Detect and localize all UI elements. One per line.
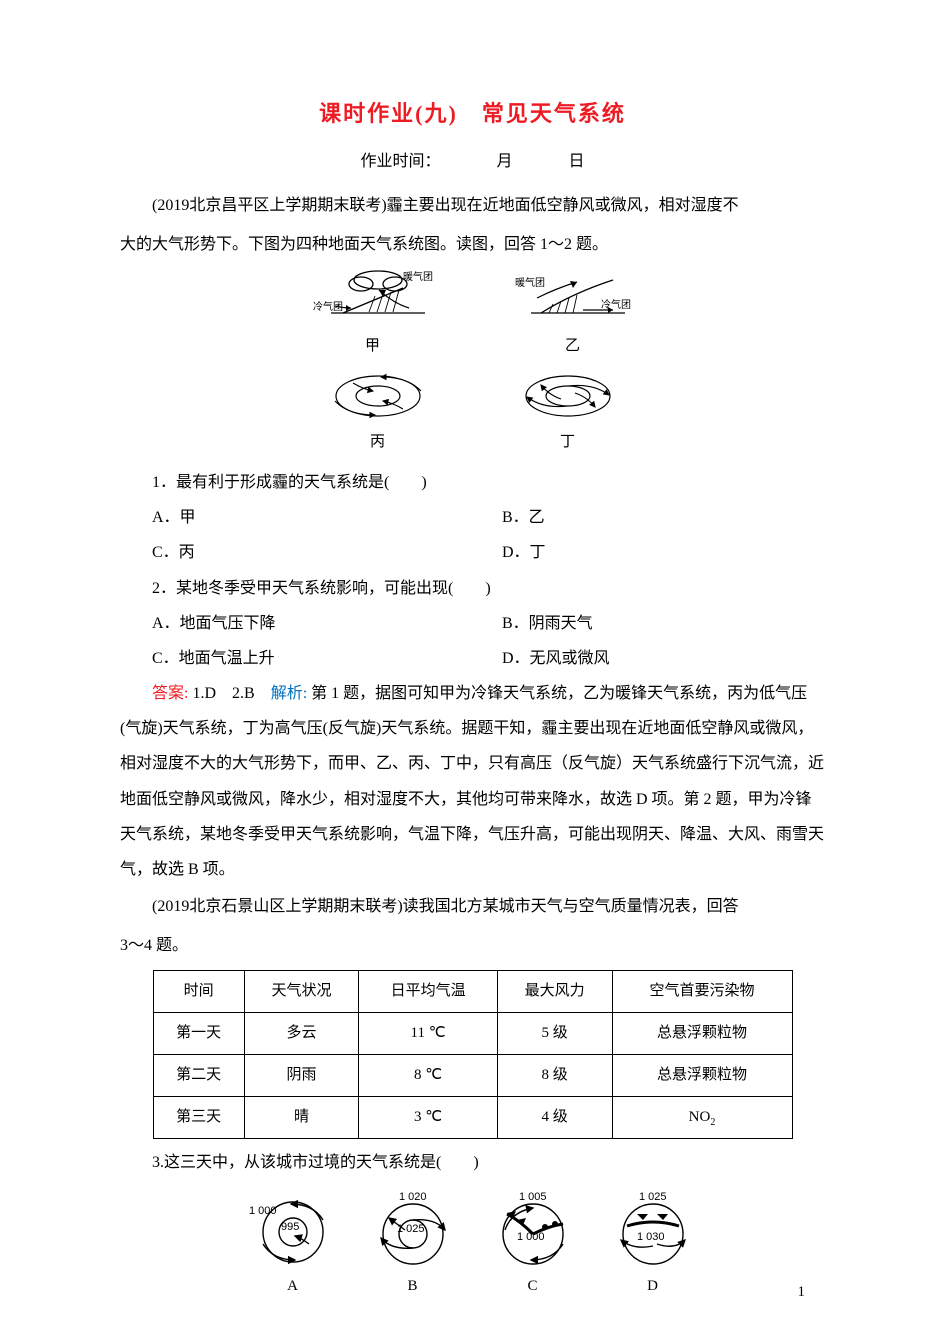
- diagram-warm-front: 暖气团 冷气团 乙: [513, 268, 633, 363]
- q2-opt-b: B．阴雨天气: [502, 606, 825, 641]
- svg-text:1 020: 1 020: [399, 1191, 427, 1203]
- cell: 第一天: [153, 1012, 244, 1054]
- q1-opt-c: C．丙: [152, 535, 502, 570]
- intro-2b: 3～4 题。: [120, 928, 825, 963]
- analysis-label: 解析:: [271, 685, 311, 702]
- diagram-label-c: 丙: [323, 426, 433, 459]
- cell: 阴雨: [244, 1054, 359, 1096]
- page-title: 课时作业(九) 常见天气系统: [120, 90, 825, 138]
- cell: 8 ℃: [359, 1054, 497, 1096]
- q3-opt-c: 1 005 1 000 C: [483, 1190, 583, 1303]
- date-line: 作业时间： 月 日: [120, 144, 825, 179]
- cold-front-icon: 冷气团 暖气团: [313, 268, 433, 328]
- anticyclone-icon: [513, 369, 623, 424]
- q3-label-d: D: [603, 1270, 703, 1303]
- date-day: 日: [569, 153, 585, 170]
- q3-label-b: B: [363, 1270, 463, 1303]
- q1-options-2: C．丙 D．丁: [152, 535, 825, 570]
- q3-opt-d: 1 025 1 030 D: [603, 1190, 703, 1303]
- intro-1b: 大的大气形势下。下图为四种地面天气系统图。读图，回答 1～2 题。: [120, 227, 825, 262]
- diagram-anticyclone: 丁: [513, 369, 623, 459]
- q2-options-2: C．地面气温上升 D．无风或微风: [152, 641, 825, 676]
- warm-front-icon: 暖气团 冷气团: [513, 268, 633, 328]
- cell: 总悬浮颗粒物: [612, 1054, 792, 1096]
- answer-label: 答案:: [152, 685, 192, 702]
- page-number: 1: [798, 1276, 806, 1309]
- answer-text-12: 1.D 2.B: [192, 685, 270, 702]
- diagram-label-b: 乙: [513, 330, 633, 363]
- q3-opt-b: 1 020 1 025 B: [363, 1190, 463, 1303]
- table-row: 第一天 多云 11 ℃ 5 级 总悬浮颗粒物: [153, 1012, 792, 1054]
- cell: 多云: [244, 1012, 359, 1054]
- weather-table: 时间 天气状况 日平均气温 最大风力 空气首要污染物 第一天 多云 11 ℃ 5…: [153, 970, 793, 1139]
- q1-opt-d: D．丁: [502, 535, 825, 570]
- q3-options: 1 000 995 A 1 020 1 025 B: [120, 1190, 825, 1303]
- q1-options: A．甲 B．乙: [152, 500, 825, 535]
- svg-text:1 025: 1 025: [397, 1223, 425, 1235]
- q3c-icon: 1 005 1 000: [483, 1190, 583, 1268]
- q3-label-c: C: [483, 1270, 583, 1303]
- svg-text:1 000: 1 000: [249, 1205, 277, 1217]
- svg-text:1 025: 1 025: [639, 1191, 667, 1203]
- intro-2a: (2019北京石景山区上学期期末联考)读我国北方某城市天气与空气质量情况表，回答: [120, 889, 825, 924]
- question-3: 3.这三天中，从该城市过境的天气系统是( ): [120, 1145, 825, 1180]
- svg-text:冷气团: 冷气团: [601, 298, 631, 311]
- table-header-row: 时间 天气状况 日平均气温 最大风力 空气首要污染物: [153, 970, 792, 1012]
- th-1: 天气状况: [244, 970, 359, 1012]
- th-2: 日平均气温: [359, 970, 497, 1012]
- q3-label-a: A: [243, 1270, 343, 1303]
- diagram-row-2: 丙 丁: [120, 369, 825, 459]
- th-4: 空气首要污染物: [612, 970, 792, 1012]
- cell: 晴: [244, 1096, 359, 1138]
- question-1: 1．最有利于形成霾的天气系统是( ): [120, 465, 825, 500]
- cell: 8 级: [497, 1054, 612, 1096]
- cyclone-icon: [323, 369, 433, 424]
- cell-no2: NO2: [612, 1096, 792, 1138]
- svg-text:暖气团: 暖气团: [515, 276, 545, 289]
- question-2: 2．某地冬季受甲天气系统影响，可能出现( ): [120, 571, 825, 606]
- svg-text:冷气团: 冷气团: [313, 300, 343, 313]
- q2-opt-a: A．地面气压下降: [152, 606, 502, 641]
- q2-opt-d: D．无风或微风: [502, 641, 825, 676]
- diagram-label-d: 丁: [513, 426, 623, 459]
- date-month: 月: [496, 153, 512, 170]
- diagram-row-1: 冷气团 暖气团 甲 暖气团 冷气团 乙: [120, 268, 825, 363]
- cell: 3 ℃: [359, 1096, 497, 1138]
- date-prefix: 作业时间：: [360, 153, 440, 170]
- svg-text:1 030: 1 030: [637, 1231, 665, 1243]
- q1-opt-a: A．甲: [152, 500, 502, 535]
- q3b-icon: 1 020 1 025: [363, 1190, 463, 1268]
- cell: 5 级: [497, 1012, 612, 1054]
- diagram-label-a: 甲: [313, 330, 433, 363]
- th-3: 最大风力: [497, 970, 612, 1012]
- cell: 总悬浮颗粒物: [612, 1012, 792, 1054]
- q2-opt-c: C．地面气温上升: [152, 641, 502, 676]
- analysis-text-12: 第 1 题，据图可知甲为冷锋天气系统，乙为暖锋天气系统，丙为低气压(气旋)天气系…: [120, 685, 824, 878]
- table-row: 第二天 阴雨 8 ℃ 8 级 总悬浮颗粒物: [153, 1054, 792, 1096]
- q2-options: A．地面气压下降 B．阴雨天气: [152, 606, 825, 641]
- cell: 第三天: [153, 1096, 244, 1138]
- cell: 4 级: [497, 1096, 612, 1138]
- intro-1a: (2019北京昌平区上学期期末联考)霾主要出现在近地面低空静风或微风，相对湿度不: [120, 188, 825, 223]
- svg-text:暖气团: 暖气团: [403, 270, 433, 283]
- q1-opt-b: B．乙: [502, 500, 825, 535]
- q3a-icon: 1 000 995: [243, 1190, 343, 1268]
- cell: 11 ℃: [359, 1012, 497, 1054]
- svg-text:995: 995: [281, 1221, 299, 1233]
- diagram-cyclone: 丙: [323, 369, 433, 459]
- th-0: 时间: [153, 970, 244, 1012]
- q3-opt-a: 1 000 995 A: [243, 1190, 343, 1303]
- cell: 第二天: [153, 1054, 244, 1096]
- table-row: 第三天 晴 3 ℃ 4 级 NO2: [153, 1096, 792, 1138]
- answer-block-1: 答案: 1.D 2.B 解析: 第 1 题，据图可知甲为冷锋天气系统，乙为暖锋天…: [120, 676, 825, 887]
- svg-text:1 000: 1 000: [517, 1231, 545, 1243]
- q3d-icon: 1 025 1 030: [603, 1190, 703, 1268]
- diagram-cold-front: 冷气团 暖气团 甲: [313, 268, 433, 363]
- svg-text:1 005: 1 005: [519, 1191, 547, 1203]
